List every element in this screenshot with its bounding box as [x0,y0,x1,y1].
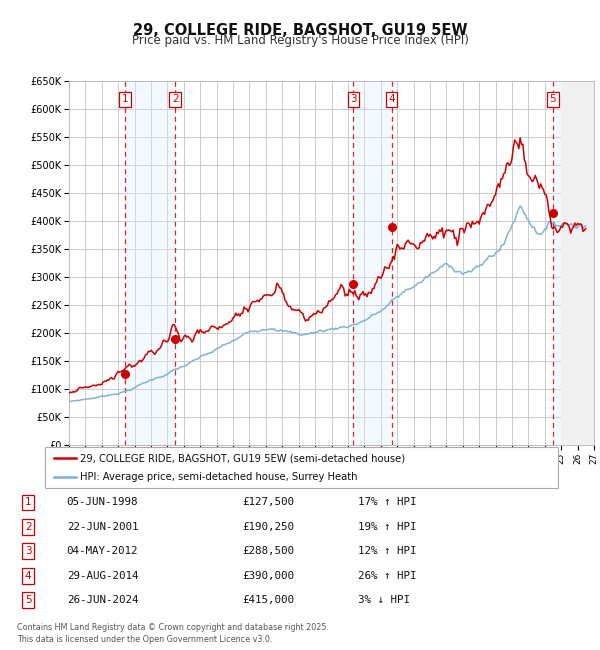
Text: 3: 3 [25,547,31,556]
Text: 5: 5 [550,94,556,104]
Text: 2: 2 [25,522,31,532]
Text: 2: 2 [172,94,178,104]
Text: 3: 3 [350,94,357,104]
Text: 26-JUN-2024: 26-JUN-2024 [67,595,138,605]
Text: £390,000: £390,000 [242,571,295,580]
Text: 4: 4 [388,94,395,104]
Text: £190,250: £190,250 [242,522,295,532]
Text: 4: 4 [25,571,31,580]
Text: Contains HM Land Registry data © Crown copyright and database right 2025.
This d: Contains HM Land Registry data © Crown c… [17,623,329,644]
Text: 1: 1 [25,497,31,508]
Bar [125,81,175,445]
Text: 04-MAY-2012: 04-MAY-2012 [67,547,138,556]
Text: 5: 5 [25,595,31,605]
Bar [561,81,594,445]
Text: 3% ↓ HPI: 3% ↓ HPI [358,595,410,605]
Text: 26% ↑ HPI: 26% ↑ HPI [358,571,416,580]
Text: 29, COLLEGE RIDE, BAGSHOT, GU19 5EW (semi-detached house): 29, COLLEGE RIDE, BAGSHOT, GU19 5EW (sem… [80,454,405,463]
Text: £127,500: £127,500 [242,497,295,508]
Text: 17% ↑ HPI: 17% ↑ HPI [358,497,416,508]
Text: 29-AUG-2014: 29-AUG-2014 [67,571,138,580]
Text: 22-JUN-2001: 22-JUN-2001 [67,522,138,532]
Bar [353,81,392,445]
Text: £288,500: £288,500 [242,547,295,556]
Text: 19% ↑ HPI: 19% ↑ HPI [358,522,416,532]
Text: Price paid vs. HM Land Registry's House Price Index (HPI): Price paid vs. HM Land Registry's House … [131,34,469,47]
Text: 29, COLLEGE RIDE, BAGSHOT, GU19 5EW: 29, COLLEGE RIDE, BAGSHOT, GU19 5EW [133,23,467,38]
Bar [553,81,561,445]
Text: HPI: Average price, semi-detached house, Surrey Heath: HPI: Average price, semi-detached house,… [80,473,358,482]
Text: 12% ↑ HPI: 12% ↑ HPI [358,547,416,556]
Text: 1: 1 [122,94,128,104]
Text: £415,000: £415,000 [242,595,295,605]
Text: 05-JUN-1998: 05-JUN-1998 [67,497,138,508]
